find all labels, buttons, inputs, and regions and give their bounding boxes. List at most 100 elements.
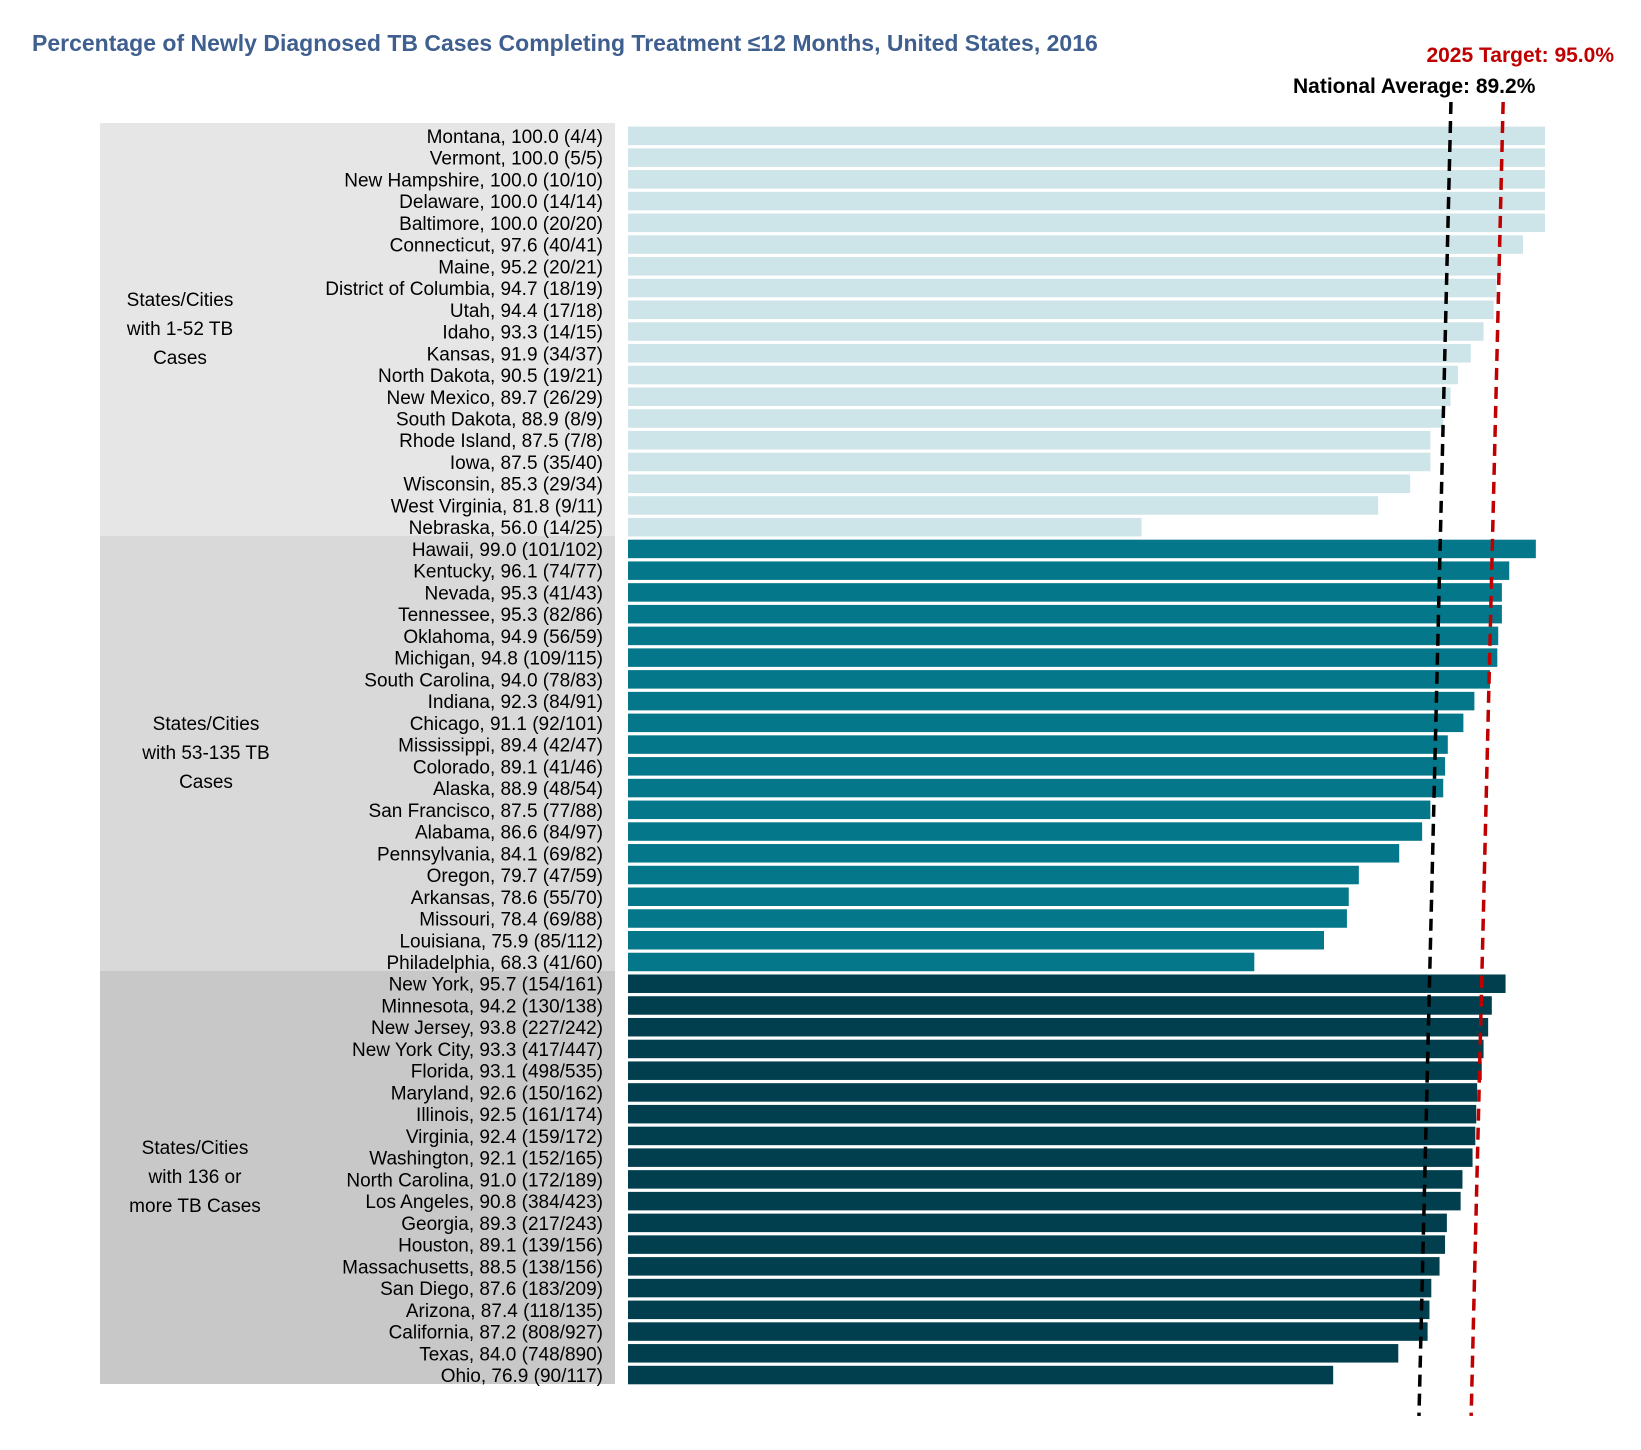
bar-missouri (628, 909, 1347, 928)
category-label: San Diego, 87.6 (183/209) (380, 1279, 603, 1300)
target-line (1469, 101, 1505, 1416)
category-label: Baltimore, 100.0 (20/20) (399, 214, 603, 235)
bar-rhode-island (628, 430, 1431, 450)
bar-new-york (628, 974, 1506, 993)
bar-maryland (628, 1083, 1478, 1102)
category-label: Florida, 93.1 (498/535) (411, 1062, 603, 1083)
bar-arizona (628, 1300, 1430, 1320)
category-label: New Hampshire, 100.0 (10/10) (344, 170, 603, 191)
category-label: Tennessee, 95.3 (82/86) (398, 605, 603, 626)
bar-kentucky (628, 561, 1510, 580)
group-label-line: with 136 or (148, 1166, 242, 1188)
bar-iowa (628, 452, 1431, 472)
category-label: Kansas, 91.9 (34/37) (427, 344, 603, 365)
bar-idaho (628, 322, 1484, 341)
bar-tennessee (628, 604, 1502, 624)
category-label: Georgia, 89.3 (217/243) (401, 1214, 603, 1235)
group-label-line: Cases (153, 348, 207, 370)
category-label: Massachusetts, 88.5 (138/156) (342, 1257, 603, 1278)
bar-pennsylvania (628, 844, 1400, 863)
category-label: New York City, 93.3 (417/447) (352, 1040, 603, 1061)
category-label: Oregon, 79.7 (47/59) (427, 866, 603, 887)
category-label: West Virginia, 81.8 (9/11) (391, 496, 603, 517)
bar-oregon (628, 865, 1359, 885)
bar-colorado (628, 757, 1446, 776)
category-label: Delaware, 100.0 (14/14) (399, 192, 603, 213)
bar-maine (628, 257, 1501, 276)
bar-oklahoma (628, 626, 1499, 646)
category-label: District of Columbia, 94.7 (18/19) (325, 279, 603, 300)
category-label: Illinois, 92.5 (161/174) (416, 1105, 603, 1126)
bar-minnesota (628, 996, 1492, 1015)
bar-alaska (628, 778, 1444, 798)
chart-title: Percentage of Newly Diagnosed TB Cases C… (32, 30, 1098, 56)
category-label: Michigan, 94.8 (109/115) (394, 649, 603, 670)
category-label: Colorado, 89.1 (41/46) (413, 757, 603, 778)
category-label: Connecticut, 97.6 (40/41) (390, 236, 603, 257)
category-label: Texas, 84.0 (748/890) (419, 1344, 603, 1365)
bar-philadelphia (628, 952, 1255, 972)
category-label: Vermont, 100.0 (5/5) (430, 149, 603, 170)
bar-arkansas (628, 887, 1349, 907)
bar-georgia (628, 1213, 1447, 1233)
group-label-line: States/Cities (126, 290, 234, 312)
national-average-line (1417, 101, 1453, 1416)
bar-connecticut (628, 235, 1523, 254)
target-line-label: 2025 Target: 95.0% (1426, 44, 1614, 67)
bar-michigan (628, 648, 1498, 667)
bar-los-angeles (628, 1191, 1461, 1211)
category-label: North Dakota, 90.5 (19/21) (378, 366, 603, 387)
category-label: Minnesota, 94.2 (130/138) (381, 996, 603, 1017)
category-label: Washington, 92.1 (152/165) (369, 1149, 603, 1170)
category-label: Nevada, 95.3 (41/43) (424, 583, 603, 604)
category-label: Utah, 94.4 (17/18) (450, 301, 603, 322)
group-panel (100, 123, 615, 537)
category-label: New Mexico, 89.7 (26/29) (387, 388, 604, 409)
category-label: Virginia, 92.4 (159/172) (406, 1127, 603, 1148)
group-label: States/Cities with 136 or more TB Cases (85, 1134, 305, 1221)
category-label: Maine, 95.2 (20/21) (438, 257, 603, 278)
category-label: Idaho, 93.3 (14/15) (442, 323, 603, 344)
bar-hawaii (628, 539, 1536, 559)
category-label: Louisiana, 75.9 (85/112) (399, 931, 603, 952)
bar-california (628, 1322, 1428, 1341)
bar-florida (628, 1061, 1482, 1080)
bar-alabama (628, 822, 1423, 841)
group-label-line: Cases (179, 771, 233, 793)
category-label: San Francisco, 87.5 (77/88) (369, 801, 603, 822)
bar-nevada (628, 583, 1502, 602)
bar-indiana (628, 691, 1475, 711)
national-average-label: National Average: 89.2% (1293, 75, 1536, 98)
category-label: Arizona, 87.4 (118/135) (406, 1301, 603, 1322)
group-panel (100, 970, 615, 1384)
bar-north-dakota (628, 365, 1458, 385)
bar-new-jersey (628, 1017, 1489, 1037)
bar-kansas (628, 344, 1471, 363)
group-label-line: States/Cities (152, 713, 260, 735)
bar-houston (628, 1235, 1446, 1254)
bar-delaware (628, 191, 1545, 211)
category-label: Philadelphia, 68.3 (41/60) (386, 953, 603, 974)
group-label-line: with 1-52 TB (126, 319, 234, 341)
category-label: South Carolina, 94.0 (78/83) (364, 670, 603, 691)
bar-north-carolina (628, 1170, 1463, 1189)
bar-virginia (628, 1126, 1476, 1146)
group-label: States/Cities with 53-135 TB Cases (96, 710, 316, 797)
bar-massachusetts (628, 1257, 1440, 1276)
bar-illinois (628, 1104, 1477, 1124)
category-label: Houston, 89.1 (139/156) (398, 1236, 603, 1257)
category-label: New York, 95.7 (154/161) (389, 975, 603, 996)
category-label: Missouri, 78.4 (69/88) (419, 910, 603, 931)
category-label: Hawaii, 99.0 (101/102) (412, 540, 603, 561)
bar-texas (628, 1344, 1399, 1363)
group-label: States/Cities with 1-52 TB Cases (70, 286, 290, 373)
category-label: Maryland, 92.6 (150/162) (391, 1083, 603, 1104)
bar-utah (628, 300, 1494, 320)
category-label: Wisconsin, 85.3 (29/34) (403, 475, 603, 496)
bar-vermont (628, 148, 1545, 167)
group-label-line: more TB Cases (129, 1195, 261, 1217)
bar-mississippi (628, 735, 1448, 754)
category-label: Arkansas, 78.6 (55/70) (411, 888, 603, 909)
bar-louisiana (628, 931, 1324, 950)
category-label: Alabama, 86.6 (84/97) (415, 823, 603, 844)
